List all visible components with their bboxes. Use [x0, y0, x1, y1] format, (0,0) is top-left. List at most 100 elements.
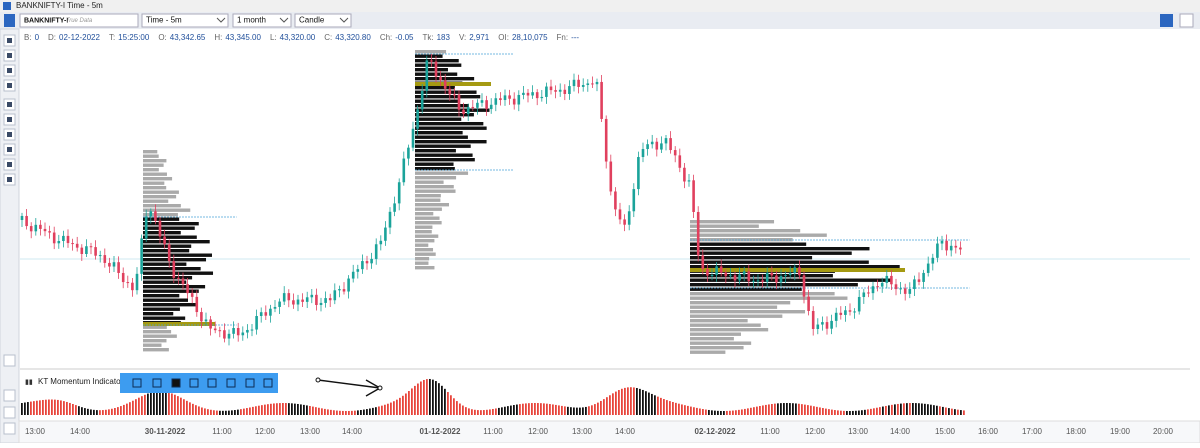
chart-type-dropdown[interactable] — [294, 13, 352, 28]
profile-bar — [143, 213, 178, 217]
candle — [453, 94, 456, 96]
candle — [807, 296, 810, 311]
profile-bar — [143, 253, 212, 257]
candle — [126, 282, 130, 284]
candle — [940, 240, 944, 244]
momentum-bar — [777, 403, 779, 415]
indicator-tool[interactable] — [263, 378, 273, 388]
tool-button[interactable] — [3, 422, 16, 435]
momentum-bar — [789, 403, 791, 415]
candle — [204, 319, 208, 322]
candle — [706, 268, 709, 276]
momentum-bar — [552, 404, 554, 415]
momentum-bar — [390, 402, 392, 415]
momentum-bar — [963, 410, 965, 415]
time-label: 11:00 — [760, 427, 780, 436]
arrow-handle[interactable] — [377, 385, 383, 391]
profile-bar — [415, 194, 441, 198]
candle — [62, 235, 65, 242]
momentum-bar — [210, 409, 212, 415]
candle — [742, 271, 746, 275]
info-label: T: — [109, 33, 115, 42]
momentum-bar — [114, 408, 116, 415]
symbol-box[interactable] — [19, 13, 139, 28]
momentum-bar — [39, 400, 41, 415]
momentum-bar — [699, 408, 701, 415]
momentum-bar — [567, 406, 569, 415]
indicator-toolbar — [120, 373, 278, 393]
candle — [476, 102, 479, 108]
momentum-bar — [621, 388, 623, 415]
momentum-bar — [762, 405, 764, 415]
info-label: B: — [24, 33, 32, 42]
profile-bar — [690, 296, 848, 300]
momentum-bar — [150, 392, 152, 415]
momentum-bar — [927, 404, 929, 415]
drawn-arrow[interactable] — [317, 379, 381, 389]
momentum-bar — [924, 403, 926, 415]
indicator-tool[interactable] — [189, 378, 199, 388]
arrow-handle[interactable] — [315, 377, 321, 383]
candle — [816, 324, 820, 329]
profile-bar — [690, 350, 726, 354]
toggle-button[interactable] — [1179, 13, 1194, 28]
momentum-bar — [189, 402, 191, 415]
momentum-bar — [855, 410, 857, 415]
indicator-tool[interactable] — [226, 378, 236, 388]
candle — [462, 109, 465, 115]
indicator-tool[interactable] — [171, 378, 181, 388]
candle — [324, 298, 327, 303]
profile-bar — [143, 226, 195, 230]
profile-bar — [415, 50, 447, 54]
info-label: D: — [48, 33, 56, 42]
tool-button[interactable] — [3, 389, 16, 402]
momentum-bar — [303, 404, 305, 415]
candle — [503, 95, 507, 101]
momentum-bar — [858, 410, 860, 415]
time-label: 19:00 — [1110, 427, 1131, 436]
data-source: True Data — [66, 18, 93, 24]
profile-bar — [415, 77, 475, 81]
profile-bar — [143, 163, 164, 167]
tool-button[interactable] — [3, 354, 16, 367]
interval-dropdown[interactable] — [141, 13, 229, 28]
momentum-bar — [720, 410, 722, 415]
momentum-bar — [318, 407, 320, 415]
profile-bar — [143, 159, 167, 163]
profile-bar — [415, 108, 490, 112]
momentum-bar — [87, 408, 89, 415]
momentum-bar — [306, 405, 308, 415]
candle — [71, 243, 74, 245]
indicator-tool[interactable] — [207, 378, 217, 388]
range-dropdown[interactable] — [232, 13, 292, 28]
momentum-bar — [30, 401, 32, 415]
search-button[interactable] — [1160, 14, 1173, 27]
indicator-tool[interactable] — [245, 378, 255, 388]
momentum-bar — [792, 403, 794, 415]
momentum-bar — [816, 406, 818, 415]
momentum-bar — [366, 409, 368, 415]
momentum-bar — [216, 410, 218, 415]
candle — [301, 299, 304, 302]
momentum-bar — [960, 410, 962, 415]
candle — [365, 261, 369, 264]
menu-button[interactable] — [4, 14, 15, 27]
momentum-bar — [591, 405, 593, 415]
info-value: 15:25:00 — [118, 33, 150, 42]
indicator-tool[interactable] — [132, 378, 142, 388]
momentum-bar — [165, 391, 167, 415]
momentum-bar — [732, 410, 734, 415]
momentum-bar — [912, 403, 914, 415]
indicator-tool[interactable] — [152, 378, 162, 388]
momentum-bar — [168, 392, 170, 415]
info-label: H: — [214, 33, 222, 42]
momentum-bar — [957, 409, 959, 415]
momentum-bar — [240, 409, 242, 415]
profile-bar — [415, 59, 459, 63]
candle — [177, 277, 180, 279]
candle — [558, 89, 562, 92]
momentum-bar — [66, 401, 68, 415]
info-label: Fn: — [557, 33, 569, 42]
momentum-bar — [153, 391, 155, 415]
tool-button[interactable] — [3, 406, 16, 419]
